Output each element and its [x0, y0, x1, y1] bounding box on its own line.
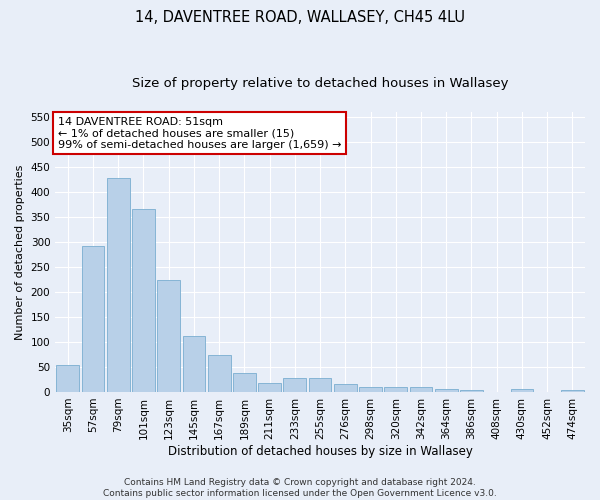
Y-axis label: Number of detached properties: Number of detached properties: [15, 164, 25, 340]
Text: Contains HM Land Registry data © Crown copyright and database right 2024.
Contai: Contains HM Land Registry data © Crown c…: [103, 478, 497, 498]
Bar: [182, 336, 205, 392]
Bar: [82, 246, 104, 392]
Bar: [132, 209, 155, 392]
Bar: [334, 384, 356, 392]
Bar: [511, 390, 533, 392]
Bar: [56, 364, 79, 392]
Bar: [385, 388, 407, 392]
Bar: [460, 390, 483, 392]
Bar: [283, 378, 306, 392]
Bar: [359, 387, 382, 392]
Bar: [435, 390, 458, 392]
Bar: [107, 178, 130, 392]
Bar: [157, 280, 180, 392]
Bar: [410, 388, 433, 392]
Text: 14 DAVENTREE ROAD: 51sqm
← 1% of detached houses are smaller (15)
99% of semi-de: 14 DAVENTREE ROAD: 51sqm ← 1% of detache…: [58, 116, 341, 150]
X-axis label: Distribution of detached houses by size in Wallasey: Distribution of detached houses by size …: [167, 444, 473, 458]
Bar: [208, 354, 230, 392]
Title: Size of property relative to detached houses in Wallasey: Size of property relative to detached ho…: [132, 78, 508, 90]
Bar: [309, 378, 331, 392]
Bar: [258, 384, 281, 392]
Bar: [561, 390, 584, 392]
Bar: [233, 373, 256, 392]
Text: 14, DAVENTREE ROAD, WALLASEY, CH45 4LU: 14, DAVENTREE ROAD, WALLASEY, CH45 4LU: [135, 10, 465, 25]
